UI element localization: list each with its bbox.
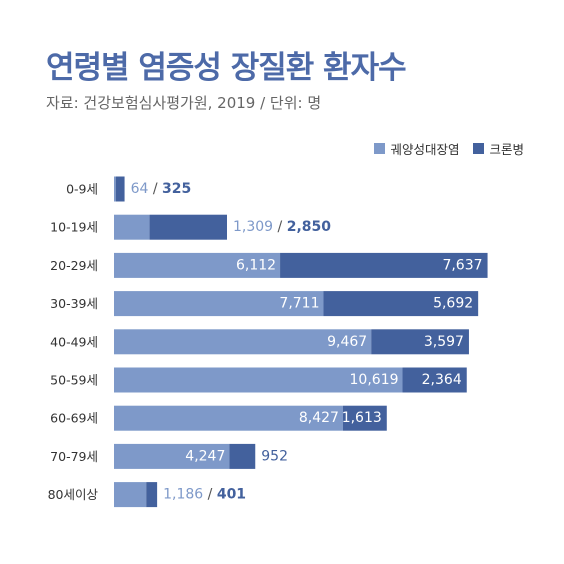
- value-label-crohn: 2,364: [422, 372, 462, 388]
- category-label: 80세이상: [48, 487, 99, 502]
- value-label-uc: 7,711: [279, 296, 319, 312]
- chart-source: 자료: 건강보험심사평가원, 2019 / 단위: 명: [46, 94, 322, 112]
- bar-segment-uc: [114, 405, 343, 431]
- chart-title: 연령별 염증성 장질환 환자수: [46, 50, 407, 86]
- value-label-crohn: 952: [261, 448, 288, 464]
- bar-segment-uc: [114, 214, 150, 240]
- category-label: 40-49세: [50, 334, 98, 349]
- legend-swatch-uc: [374, 143, 386, 154]
- legend-item-crohn: 크론병: [473, 139, 524, 158]
- category-label: 50-59세: [50, 373, 98, 388]
- category-label: 60-69세: [50, 411, 98, 426]
- category-label: 30-39세: [50, 296, 98, 311]
- legend-label-crohn: 크론병: [489, 142, 524, 157]
- bar-segment-crohn: [229, 443, 256, 469]
- value-label-uc: 4,247: [185, 448, 225, 464]
- category-label: 20-29세: [50, 258, 98, 273]
- value-label-crohn: 3,597: [424, 334, 464, 350]
- bar-segment-crohn: [371, 329, 469, 355]
- bar-segment-uc: [114, 329, 372, 355]
- value-label-pair: 1,309 / 2,850: [233, 219, 331, 235]
- legend-label-uc: 궤양성대장염: [390, 142, 460, 157]
- value-label-pair: 1,186 / 401: [163, 487, 246, 503]
- value-label-uc: 6,112: [236, 257, 276, 273]
- bar-segment-uc: [114, 176, 116, 202]
- category-label: 70-79세: [50, 449, 98, 464]
- bar-segment-uc: [114, 252, 281, 278]
- value-label-uc: 10,619: [350, 372, 399, 388]
- value-label-crohn: 1,613: [342, 410, 382, 426]
- bar-segment-crohn: [149, 214, 228, 240]
- category-label: 0-9세: [66, 182, 98, 197]
- bar-segment-crohn: [115, 176, 125, 202]
- bar-segment-crohn: [146, 482, 158, 508]
- chart-legend: 궤양성대장염 크론병: [366, 139, 524, 158]
- value-label-uc: 9,467: [327, 334, 367, 350]
- value-label-uc: 8,427: [299, 410, 339, 426]
- bar-segment-uc: [114, 367, 403, 393]
- value-label-crohn: 7,637: [442, 257, 482, 273]
- bar-segment-crohn: [342, 405, 387, 431]
- category-label: 10-19세: [50, 220, 98, 235]
- bar-segment-uc: [114, 443, 230, 469]
- bar-segment-crohn: [323, 291, 479, 317]
- bar-segment-crohn: [280, 252, 488, 278]
- value-label-crohn: 5,692: [433, 296, 473, 312]
- bar-segment-crohn: [402, 367, 467, 393]
- bar-segment-uc: [114, 291, 324, 317]
- legend-item-uc: 궤양성대장염: [374, 139, 459, 158]
- value-label-pair: 64 / 325: [131, 181, 192, 197]
- legend-swatch-crohn: [473, 143, 485, 154]
- bar-segment-uc: [114, 482, 147, 508]
